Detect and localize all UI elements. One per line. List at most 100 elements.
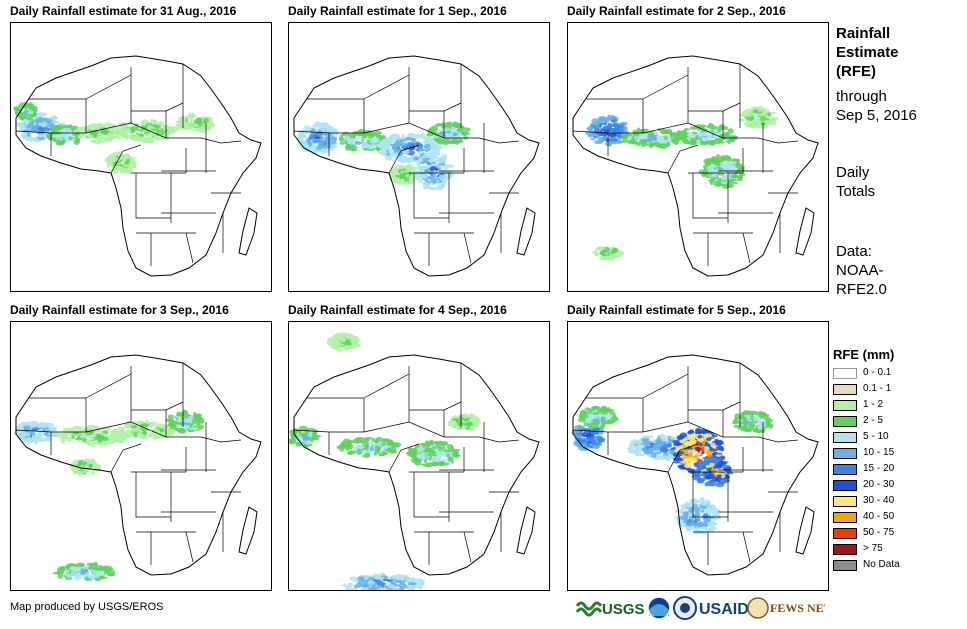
product-title-line: (RFE) (836, 63, 876, 80)
rainfall-cell (686, 526, 695, 529)
legend-swatch (833, 368, 857, 379)
rainfall-cell (204, 122, 210, 127)
rainfall-cell (727, 183, 734, 188)
rainfall-cell (420, 149, 425, 152)
rainfall-cell (416, 143, 424, 149)
rainfall-cell (384, 155, 393, 161)
rainfall-cell (367, 580, 376, 586)
rainfall-cell (627, 449, 636, 454)
rainfall-cell (573, 441, 581, 447)
rainfall-cell (593, 135, 598, 139)
rainfall-cell (600, 418, 605, 423)
rainfall-cell (13, 430, 20, 436)
rainfall-cell (727, 139, 731, 145)
rainfall-map (10, 22, 272, 292)
rainfall-cell (637, 135, 642, 141)
rainfall-cell (309, 436, 315, 443)
rainfall-cell (366, 144, 372, 148)
rainfall-cell (750, 415, 755, 421)
rainfall-cell (468, 415, 476, 418)
usgs-logo: USGS (575, 601, 645, 618)
rainfall-cell (398, 180, 404, 186)
rainfall-cell (470, 425, 479, 428)
rainfall-cell (587, 126, 594, 132)
rainfall-cell (86, 441, 93, 446)
country-border (185, 232, 194, 264)
map-credit: Map produced by USGS/EROS (10, 601, 164, 613)
rainfall-cell (438, 441, 447, 447)
rainfall-cell (56, 566, 66, 573)
rainfall-cell (668, 451, 675, 454)
rainfall-cell (598, 246, 606, 250)
rainfall-cell (386, 152, 390, 157)
rainfall-cell (706, 437, 712, 441)
country-border (135, 472, 171, 518)
rainfall-cell (688, 519, 692, 523)
rainfall-cell (107, 439, 114, 445)
rainfall-cell (715, 454, 722, 457)
usgs-logo-text: USGS (602, 601, 645, 618)
rainfall-cell (431, 179, 438, 184)
rainfall-cell (363, 141, 368, 146)
rainfall-cell (590, 138, 596, 141)
rainfall-cell (407, 582, 417, 586)
rainfall-cell (345, 144, 353, 148)
legend-row: 30 - 40 (833, 493, 953, 509)
coastline (238, 506, 258, 555)
product-title: Rainfall Estimate (RFE) (836, 24, 899, 81)
rainfall-cell (611, 248, 617, 254)
rainfall-cell (300, 430, 305, 434)
rainfall-cell (415, 135, 419, 138)
rainfall-cell (616, 128, 625, 132)
rainfall-cell (325, 143, 332, 149)
rainfall-cell (92, 124, 97, 128)
rainfall-cell (88, 463, 93, 468)
rainfall-cell (733, 425, 740, 428)
country-border (131, 401, 184, 411)
rainfall-cell (315, 136, 321, 139)
rainfall-cell (399, 139, 407, 142)
rainfall-cell (655, 438, 663, 443)
rainfall-cell (659, 435, 668, 439)
rainfall-cell (385, 139, 393, 143)
rainfall-cell (587, 408, 594, 412)
rainfall-cell (763, 417, 771, 422)
legend-swatch (833, 528, 857, 539)
rainfall-cell (673, 442, 682, 447)
legend-label: > 75 (863, 543, 883, 554)
rainfall-cell (401, 166, 408, 169)
rainfall-cell (591, 435, 595, 442)
rainfall-cell (162, 125, 171, 129)
rainfall-cell (423, 458, 428, 464)
country-border (388, 443, 420, 473)
rainfall-cell (621, 138, 628, 144)
rainfall-cell (592, 412, 600, 416)
rainfall-cell (708, 504, 716, 509)
rainfall-cell (344, 344, 349, 351)
rainfall-map (10, 321, 272, 591)
coastline (15, 354, 262, 576)
legend-label: 0.1 - 1 (863, 383, 892, 394)
country-border (413, 472, 449, 518)
rainfall-map (288, 321, 550, 591)
rainfall-cell (596, 437, 606, 443)
data-source: Data: NOAA- RFE2.0 (836, 242, 887, 299)
legend-row: > 75 (833, 541, 953, 557)
rainfall-cell (711, 441, 719, 444)
rainfall-cell (327, 337, 336, 342)
rainfall-cell (116, 132, 125, 136)
coastline (15, 55, 262, 277)
rainfall-cell (339, 139, 345, 142)
rainfall-cell (574, 425, 583, 431)
rainfall-cell (373, 451, 377, 455)
rainfall-cell (388, 147, 393, 154)
rainfall-cell (370, 137, 380, 143)
legend-row: 10 - 15 (833, 445, 953, 461)
rainfall-cell (332, 335, 339, 339)
rainfall-cell (192, 425, 199, 428)
rainfall-cell (105, 565, 113, 571)
rainfall-cell (382, 578, 387, 582)
rainfall-cell (693, 503, 698, 508)
rainfall-cell (617, 134, 623, 138)
rainfall-cell (348, 444, 354, 447)
